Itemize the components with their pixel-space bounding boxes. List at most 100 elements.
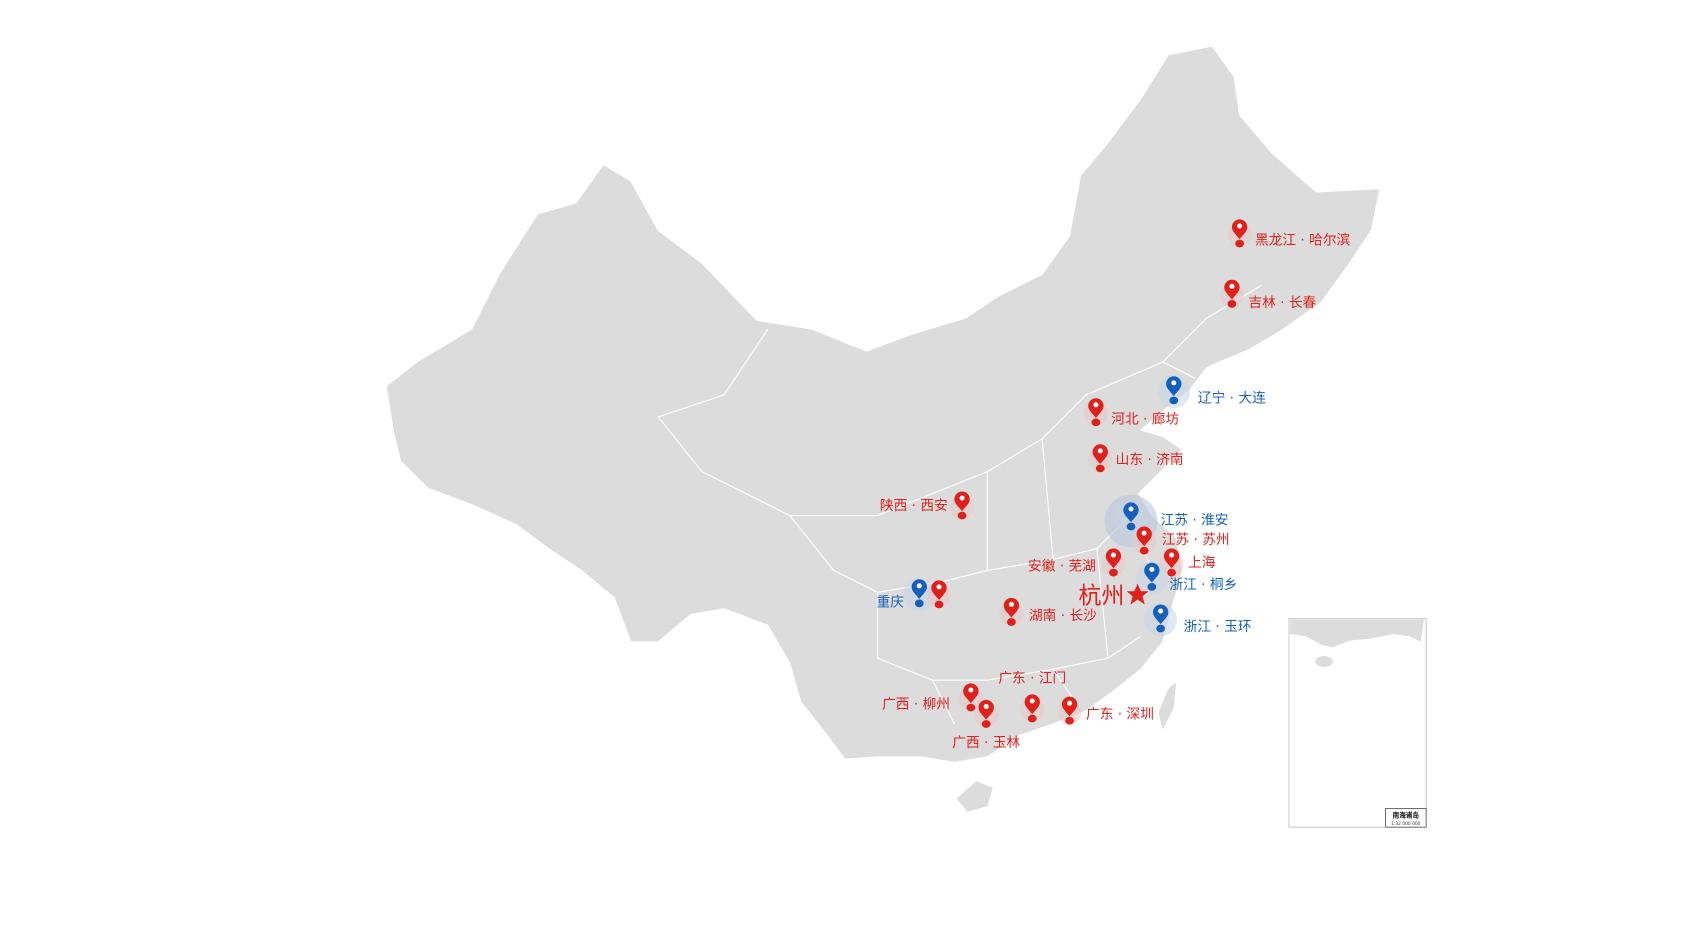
- map-pin-icon: [978, 699, 994, 720]
- pin-dot: [1110, 552, 1116, 558]
- taiwan-island: [1158, 682, 1176, 730]
- marker-label: 江苏 · 淮安: [1161, 512, 1229, 528]
- hainan-island: [956, 781, 993, 812]
- pin-base: [981, 720, 991, 728]
- pin-dot: [1229, 283, 1235, 289]
- pin-base: [1169, 396, 1179, 405]
- marker-label: 山东 · 济南: [1116, 452, 1184, 468]
- location-marker[interactable]: 山东 · 济南: [1088, 444, 1184, 473]
- star-icon: [1126, 583, 1149, 605]
- pin-dot: [1169, 552, 1175, 558]
- location-marker[interactable]: 广西 · 玉林: [952, 699, 1020, 751]
- marker-label: 安徽 · 芜湖: [1028, 557, 1096, 574]
- marker-label: 广东 · 深圳: [1086, 707, 1154, 723]
- pin-base: [1235, 239, 1244, 248]
- pin-dot: [1097, 448, 1103, 454]
- map-pin-icon: [1105, 548, 1122, 569]
- map-pin-icon: [963, 683, 979, 704]
- map-pin-icon: [931, 580, 947, 601]
- map-pin-icon: [954, 491, 970, 512]
- location-marker[interactable]: 湖南 · 长沙: [999, 597, 1097, 626]
- map-pin-icon: [1088, 398, 1104, 418]
- pin-base: [1007, 618, 1016, 626]
- pin-dot: [959, 495, 965, 501]
- pin-base: [1091, 418, 1101, 427]
- marker-label: 湖南 · 长沙: [1029, 608, 1097, 624]
- marker-label: 黑龙江 · 哈尔滨: [1255, 233, 1351, 249]
- map-pin-icon: [1166, 376, 1182, 397]
- location-marker[interactable]: 浙江 · 玉环: [1144, 603, 1252, 637]
- location-marker[interactable]: 安徽 · 芜湖: [1028, 548, 1126, 577]
- map-pin-icon: [1152, 604, 1169, 625]
- china-landmass: [385, 45, 1381, 763]
- pin-dot: [1141, 530, 1147, 536]
- pin-dot: [1128, 506, 1134, 512]
- location-marker[interactable]: 吉林 · 长春: [1219, 279, 1317, 311]
- pin-base: [1147, 583, 1157, 591]
- map-pin-icon: [1024, 694, 1040, 715]
- location-marker[interactable]: 重庆: [877, 578, 936, 612]
- pin-base: [1227, 300, 1237, 308]
- location-marker[interactable]: 江苏 · 淮安: [1114, 501, 1229, 535]
- map-pin-icon: [1144, 562, 1160, 583]
- pin-dot: [1067, 700, 1073, 706]
- pin-dot: [1093, 402, 1099, 408]
- location-marker[interactable]: 上海: [1159, 548, 1216, 577]
- pin-base: [957, 511, 967, 520]
- pin-base: [1126, 522, 1136, 531]
- location-marker[interactable]: 浙江 · 桐乡: [1135, 561, 1237, 595]
- pin-dot: [968, 687, 974, 693]
- location-marker[interactable]: 陕西 · 西安: [880, 491, 975, 520]
- marker-label: 河北 · 廊坊: [1111, 410, 1179, 427]
- pin-base: [934, 600, 944, 609]
- pin-base: [1095, 464, 1105, 473]
- inset-scale: 1:32 000 000: [1391, 821, 1421, 827]
- map-pin-icon: [1136, 526, 1152, 547]
- marker-label: 重庆: [877, 595, 905, 611]
- capital-marker[interactable]: 杭州: [1078, 583, 1149, 609]
- pin-base: [1139, 546, 1149, 555]
- marker-label: 辽宁 · 大连: [1198, 390, 1266, 407]
- pin-base: [1065, 716, 1074, 725]
- pin-base: [1167, 568, 1176, 577]
- marker-label: 吉林 · 长春: [1248, 295, 1316, 311]
- location-marker[interactable]: 黑龙江 · 哈尔滨: [1227, 219, 1351, 249]
- pin-dot: [1158, 608, 1164, 614]
- map-pin-icon: [1123, 502, 1139, 523]
- marker-label: 江苏 · 苏州: [1162, 532, 1230, 548]
- location-marker[interactable]: 河北 · 廊坊: [1083, 398, 1180, 427]
- pin-base: [1156, 624, 1166, 633]
- location-marker[interactable]: 辽宁 · 大连: [1157, 375, 1266, 409]
- location-marker[interactable]: [926, 580, 952, 609]
- pin-dot: [1029, 698, 1035, 704]
- marker-label: 浙江 · 桐乡: [1169, 577, 1237, 593]
- location-marker[interactable]: 广东 · 深圳: [1057, 696, 1154, 725]
- pin-dot: [1149, 566, 1155, 572]
- marker-label: 上海: [1188, 555, 1216, 571]
- pin-base: [966, 703, 976, 712]
- marker-label: 广西 · 玉林: [952, 735, 1020, 751]
- pin-dot: [1171, 380, 1177, 386]
- marker-label: 浙江 · 玉环: [1184, 619, 1252, 635]
- location-marker[interactable]: 广西 · 柳州: [882, 683, 983, 713]
- map-pin-icon: [911, 579, 927, 599]
- map-pin-icon: [1231, 219, 1248, 240]
- south-china-sea-inset: 南海诸岛 1:32 000 000: [1288, 618, 1427, 828]
- map-pin-icon: [1092, 444, 1108, 465]
- pin-base: [914, 599, 924, 608]
- pin-dot: [916, 583, 922, 589]
- location-marker[interactable]: 广东 · 江门: [998, 670, 1066, 723]
- capital-label: 杭州: [1078, 583, 1124, 609]
- location-marker[interactable]: 江苏 · 苏州: [1132, 526, 1230, 555]
- pin-base: [1027, 714, 1037, 723]
- pin-dot: [1008, 601, 1014, 607]
- map-pin-icon: [1224, 279, 1240, 300]
- pin-dot: [936, 584, 942, 590]
- pin-base: [1109, 568, 1118, 577]
- pin-dot: [983, 703, 989, 709]
- map-pin-icon: [1061, 696, 1078, 717]
- marker-label: 广东 · 江门: [998, 670, 1066, 686]
- map-pin-icon: [1003, 597, 1020, 618]
- map-pin-icon: [1163, 548, 1180, 569]
